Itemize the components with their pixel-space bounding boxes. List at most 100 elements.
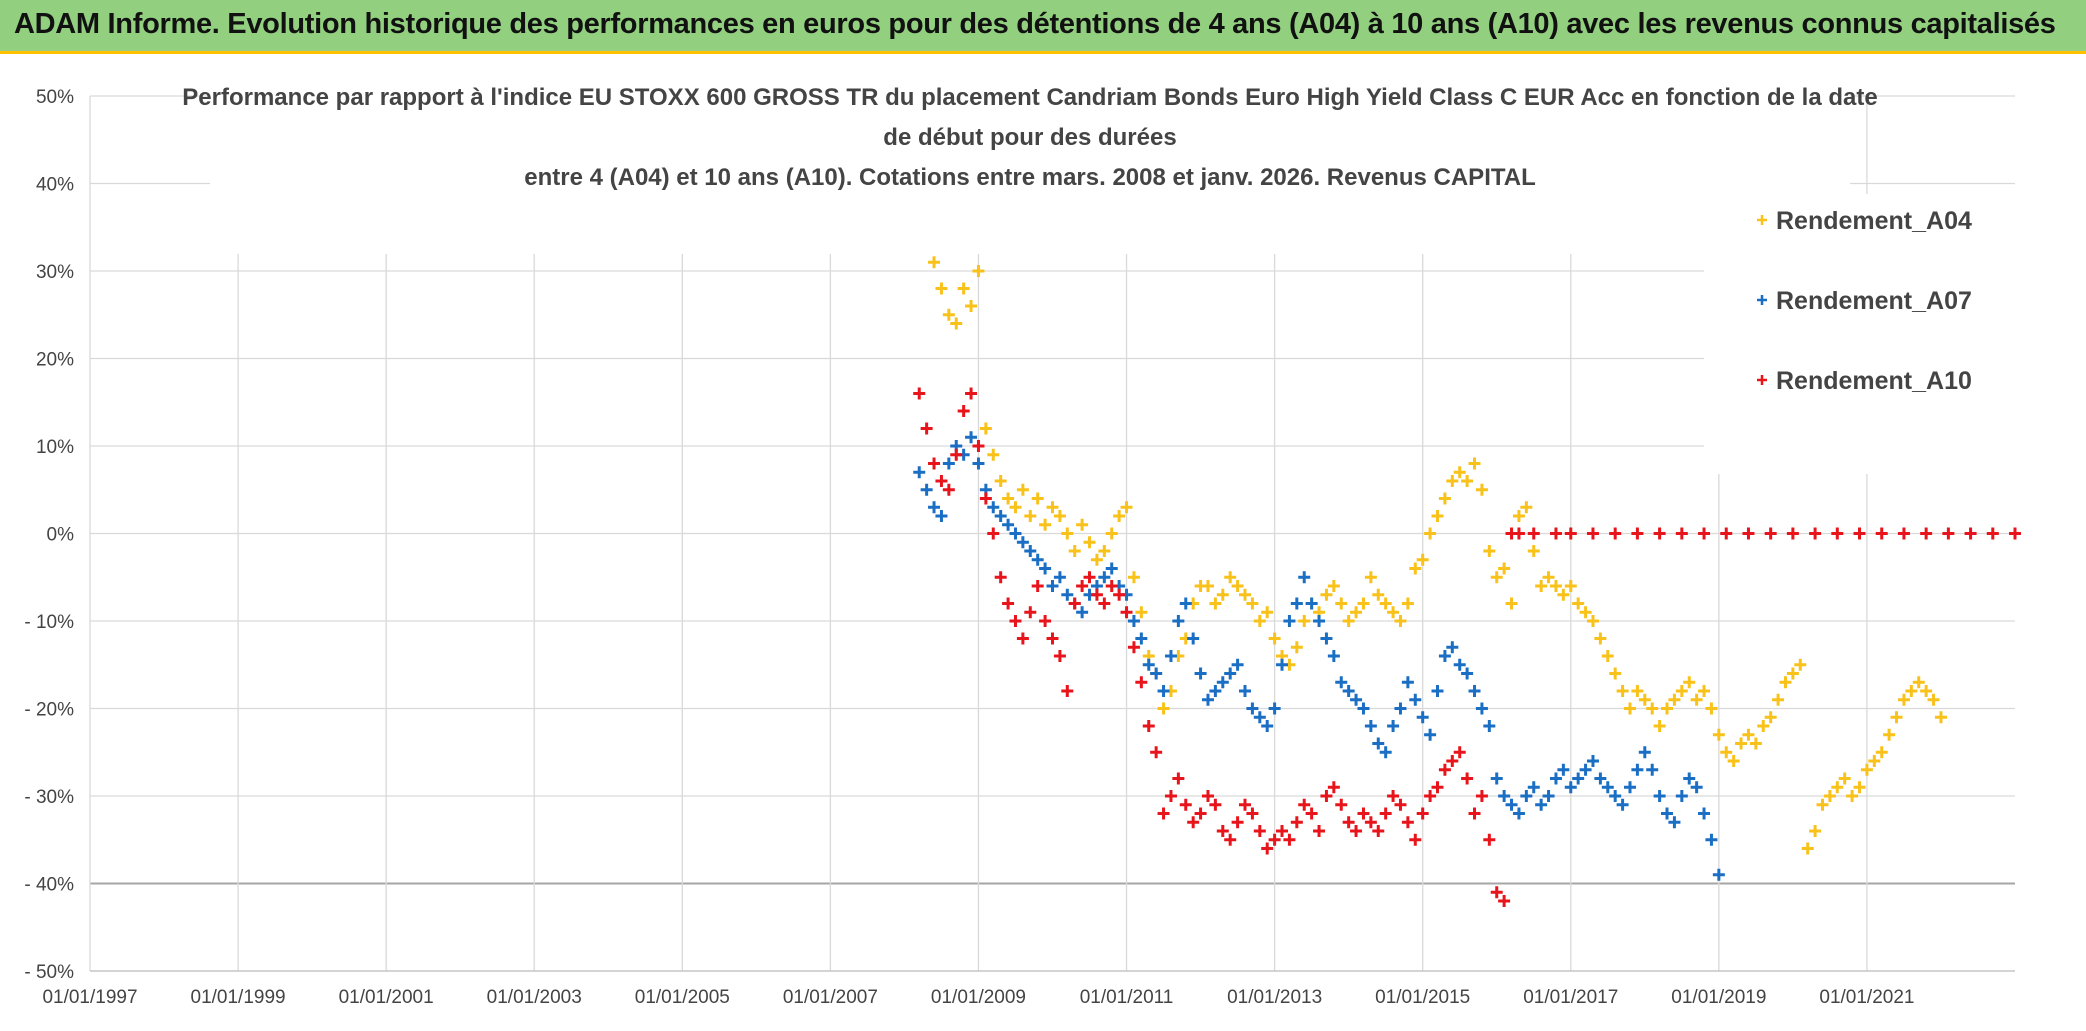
point-a07 [1039,562,1052,575]
point-a04 [1764,711,1777,724]
point-a07 [1098,571,1111,584]
point-a10 [942,483,955,496]
point-a07 [1424,728,1437,741]
point-a07 [1609,790,1622,802]
point-a10 [979,492,992,505]
point-a07 [1564,781,1577,794]
point-a07 [1157,685,1170,697]
point-a10 [1475,790,1488,802]
point-a04 [1934,711,1947,724]
point-a04 [1061,527,1074,540]
point-a10 [1416,807,1429,820]
point-a04 [1920,685,1933,697]
point-a10 [1335,798,1348,811]
point-a07 [1690,781,1703,794]
point-a04 [1520,501,1533,514]
point-a04 [1572,597,1585,610]
point-a07 [1512,807,1525,820]
legend-item-a04[interactable]: Rendement_A04 [1757,207,1972,235]
point-a07 [1076,606,1089,619]
point-a04 [1505,597,1518,610]
point-a04 [1557,588,1570,601]
point-a04 [1860,763,1873,776]
point-a07 [1631,763,1644,776]
point-a10 [1490,886,1503,899]
point-a04 [1564,580,1577,592]
point-a04 [1357,597,1370,610]
y-tick-label: 20% [36,350,74,371]
point-a04 [1053,510,1066,522]
point-a10 [1068,597,1081,610]
point-a04 [987,448,1000,461]
point-a04 [1786,667,1799,680]
point-a10 [987,527,1000,540]
point-a04 [1816,798,1829,811]
y-tick-label: 10% [36,437,74,458]
legend-item-a07[interactable]: Rendement_A07 [1757,287,1972,315]
point-a07 [1268,702,1281,715]
point-a04 [1809,825,1822,837]
point-a10 [1387,790,1400,802]
point-a07 [1705,833,1718,846]
point-a10 [1239,798,1251,811]
x-tick-label: 01/01/1999 [191,987,286,1008]
point-a10 [1061,685,1074,697]
point-a04 [1431,510,1444,522]
x-tick-label: 01/01/2019 [1671,987,1766,1008]
point-a07 [1586,755,1599,767]
point-a07 [1142,658,1155,671]
point-a04 [1646,702,1659,715]
point-a10 [1231,816,1244,829]
point-a04 [1897,693,1910,706]
point-a07 [1394,702,1407,715]
point-a04 [1120,501,1133,514]
point-a04 [950,317,963,330]
point-a04 [1031,492,1044,505]
point-a10 [1305,807,1318,820]
legend[interactable]: Rendement_A04 Rendement_A07 Rendement_A1… [1757,207,1972,395]
point-a07 [1283,615,1296,627]
point-a07 [1350,693,1363,706]
point-a07 [1409,693,1422,706]
point-a10 [1742,527,1755,540]
point-a10 [1046,632,1059,645]
point-a10 [1364,816,1377,829]
point-a10 [1327,781,1340,794]
x-tick-label: 01/01/2011 [1080,987,1174,1008]
point-a10 [1964,527,1977,540]
legend-item-a10[interactable]: Rendement_A10 [1757,367,1972,395]
point-a07 [1246,702,1259,715]
point-a07 [1364,720,1377,732]
point-a04 [1868,755,1881,767]
point-a07 [1179,597,1192,610]
x-axis-ticks: 01/01/1997 01/01/1999 01/01/2001 01/01/2003… [42,987,1914,1008]
point-a04 [1002,492,1015,505]
point-a04 [1068,545,1081,557]
point-a04 [1720,746,1733,759]
series-a07 [913,431,1725,881]
point-a10 [928,457,941,470]
legend-label-a10: Rendement_A10 [1776,367,1972,395]
data-points [913,221,2021,907]
point-a10 [1446,755,1459,767]
point-a04 [1424,527,1437,540]
point-a10 [1764,527,1777,540]
point-a04 [1772,693,1785,706]
y-axis-ticks: 50% 40% 30% 20% 10% 0% - 10% - 20% - 30% - 40% - 5… [24,87,74,983]
point-a07 [1624,781,1636,794]
point-a04 [1201,580,1214,592]
point-a10 [1127,641,1140,654]
point-a10 [1350,825,1363,837]
point-a10 [1675,527,1688,540]
point-a10 [935,475,948,487]
y-tick-label: 50% [36,87,74,108]
point-a07 [1498,790,1511,802]
point-a07 [1661,807,1674,820]
point-a07 [1239,685,1251,697]
point-a10 [1298,798,1311,811]
point-a10 [1105,580,1118,592]
point-a07 [1016,536,1029,549]
point-a04 [957,282,970,295]
point-a07 [913,466,926,479]
x-tick-label: 01/01/2013 [1227,987,1322,1008]
